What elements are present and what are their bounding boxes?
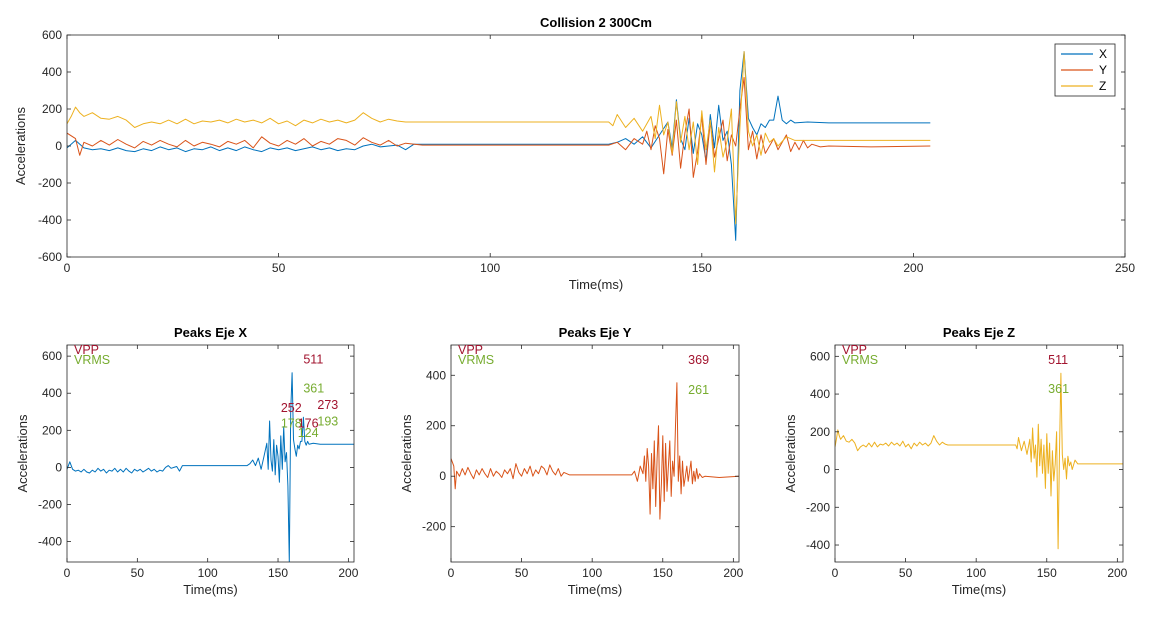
x-axis-label: Time(ms) [952, 582, 1006, 597]
x-tick-label: 100 [966, 566, 986, 580]
legend-label-Y: Y [1099, 63, 1107, 77]
x-axis-label: Time(ms) [569, 277, 623, 292]
peak-annotation-vrms: 361 [303, 381, 324, 395]
plot-area [67, 345, 354, 562]
plot-lines [67, 51, 931, 241]
vpp-legend: VPP [74, 343, 99, 357]
chart-px: 0 50 100 150 200 -400 -200 0 200 400 600 Peaks Eje … [15, 325, 359, 597]
x-tick-label: 0 [64, 566, 71, 580]
y-tick-label: -400 [38, 213, 62, 227]
y-tick-label: 0 [823, 463, 830, 477]
y-tick-label: 400 [426, 368, 446, 382]
plot-area [67, 35, 1125, 257]
y-axis-label: Accelerations [13, 106, 28, 185]
peak-annotation-vpp: 369 [688, 353, 709, 367]
series-line-Z [67, 51, 931, 225]
y-tick-label: 0 [439, 469, 446, 483]
x-tick-label: 150 [692, 261, 712, 275]
x-tick-label: 50 [272, 261, 286, 275]
legend-label-Z: Z [1099, 79, 1106, 93]
peak-annotation-vpp: 252 [281, 401, 302, 415]
y-tick-label: -600 [38, 250, 62, 264]
x-tick-label: 50 [515, 566, 529, 580]
x-tick-label: 50 [899, 566, 913, 580]
x-tick-label: 0 [832, 566, 839, 580]
plot-lines [451, 382, 739, 520]
vpp-legend: VPP [458, 343, 483, 357]
x-tick-label: 100 [582, 566, 602, 580]
peak-annotation-vrms: 361 [1048, 382, 1069, 396]
y-tick-label: 0 [55, 139, 62, 153]
series-line-X [67, 51, 931, 241]
x-tick-label: 0 [448, 566, 455, 580]
y-axis-label: Accelerations [783, 414, 798, 493]
peak-annotation-vrms: 124 [298, 426, 319, 440]
y-tick-label: -400 [38, 535, 62, 549]
x-tick-label: 100 [198, 566, 218, 580]
x-tick-label: 150 [653, 566, 673, 580]
y-tick-label: -200 [38, 176, 62, 190]
x-axis-label: Time(ms) [183, 582, 237, 597]
x-tick-label: 250 [1115, 261, 1135, 275]
y-tick-label: 0 [55, 460, 62, 474]
chart-title: Peaks Eje Z [943, 325, 1015, 340]
y-tick-label: 400 [810, 387, 830, 401]
peak-annotation-vpp: 273 [317, 398, 338, 412]
y-axis-label: Accelerations [399, 414, 414, 493]
peak-annotation-vrms: 178 [281, 417, 302, 431]
y-tick-label: 400 [42, 65, 62, 79]
chart-title: Collision 2 300Cm [540, 15, 652, 30]
plot-lines [67, 372, 354, 562]
y-tick-label: 200 [42, 102, 62, 116]
series-line-Y [451, 382, 739, 520]
y-tick-label: 200 [42, 423, 62, 437]
y-tick-label: 600 [42, 28, 62, 42]
chart-title: Peaks Eje X [174, 325, 247, 340]
peak-annotation-vpp: 176 [298, 417, 319, 431]
y-tick-label: 200 [426, 419, 446, 433]
y-tick-label: -400 [806, 538, 830, 552]
vrms-legend: VRMS [74, 353, 110, 367]
plot-lines [835, 372, 1123, 550]
series-line-Z [835, 372, 1123, 550]
vrms-legend: VRMS [842, 353, 878, 367]
y-tick-label: -200 [38, 498, 62, 512]
vrms-legend: VRMS [458, 353, 494, 367]
chart-pz: 0 50 100 150 200 -400 -200 0 200 400 600 Peaks Eje … [783, 325, 1128, 597]
x-tick-label: 50 [131, 566, 145, 580]
series-line-X [67, 372, 354, 562]
plot-area [835, 345, 1123, 562]
chart-py: 0 50 100 150 200 -200 0 200 400 Peaks Eje Y Time(m… [399, 325, 744, 597]
x-axis-label: Time(ms) [568, 582, 622, 597]
y-tick-label: 400 [42, 386, 62, 400]
peak-annotation-vrms: 193 [317, 415, 338, 429]
y-tick-label: 200 [810, 425, 830, 439]
axes-box [66, 344, 355, 563]
peak-annotation-vrms: 261 [688, 383, 709, 397]
y-tick-label: 600 [42, 349, 62, 363]
axes-box [450, 344, 740, 563]
axes-box [834, 344, 1124, 563]
y-tick-label: -200 [422, 520, 446, 534]
x-tick-label: 200 [1107, 566, 1127, 580]
chart-title: Peaks Eje Y [559, 325, 632, 340]
y-axis-label: Accelerations [15, 414, 30, 493]
x-tick-label: 200 [723, 566, 743, 580]
x-tick-label: 150 [268, 566, 288, 580]
vpp-legend: VPP [842, 343, 867, 357]
y-tick-label: 600 [810, 349, 830, 363]
peak-annotation-vpp: 511 [303, 353, 323, 367]
chart-main: 0 50 100 150 200 250 -600 -400 -200 0 200 400 600 Col… [13, 15, 1135, 292]
x-tick-label: 200 [903, 261, 923, 275]
x-tick-label: 150 [1037, 566, 1057, 580]
y-tick-label: -200 [806, 500, 830, 514]
x-tick-label: 100 [480, 261, 500, 275]
legend-label-X: X [1099, 47, 1107, 61]
x-tick-label: 200 [338, 566, 358, 580]
plot-area [451, 345, 739, 562]
x-tick-label: 0 [64, 261, 71, 275]
peak-annotation-vpp: 511 [1048, 353, 1068, 367]
